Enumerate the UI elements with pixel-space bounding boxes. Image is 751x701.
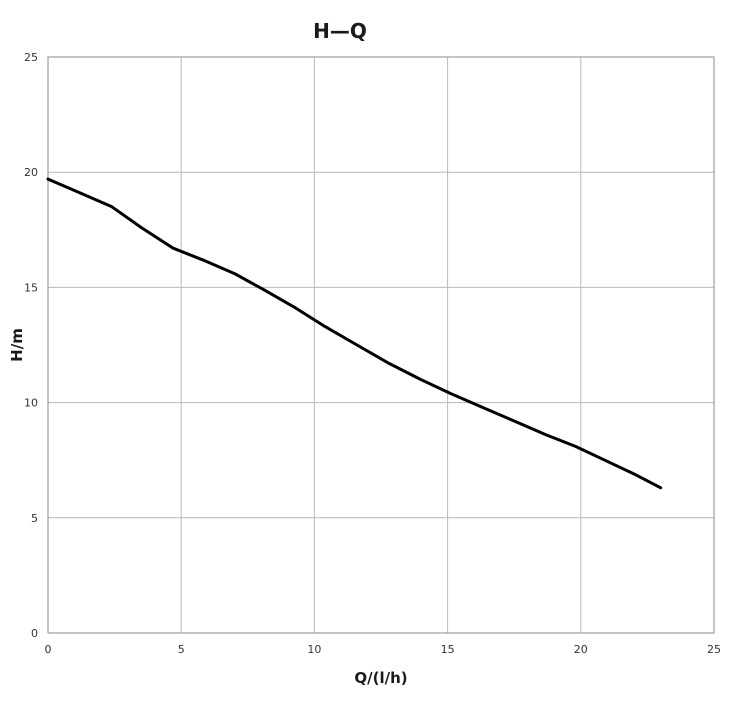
y-tick-label: 5 <box>31 512 38 525</box>
grid-layer <box>47 56 715 634</box>
y-tick-label: 15 <box>24 281 38 294</box>
series-line-h-q <box>46 177 663 490</box>
y-tick-label: 0 <box>31 627 38 640</box>
x-tick-label: 15 <box>441 643 455 656</box>
x-tick-label: 0 <box>45 643 52 656</box>
x-axis-ticks: 0 5 10 15 20 25 <box>45 643 722 656</box>
series-layer <box>46 177 663 490</box>
y-tick-label: 20 <box>24 166 38 179</box>
y-tick-label: 10 <box>24 397 38 410</box>
plot-area-border <box>47 56 715 634</box>
x-axis-label: Q/(l/h) <box>354 669 407 687</box>
x-tick-label: 25 <box>707 643 721 656</box>
y-axis-label: H/m <box>8 328 26 362</box>
chart-title: H—Q <box>313 19 367 43</box>
y-axis-ticks: 0 5 10 15 20 25 <box>24 51 38 640</box>
x-tick-label: 20 <box>574 643 588 656</box>
y-tick-label: 25 <box>24 51 38 64</box>
x-tick-label: 10 <box>307 643 321 656</box>
x-tick-label: 5 <box>178 643 185 656</box>
